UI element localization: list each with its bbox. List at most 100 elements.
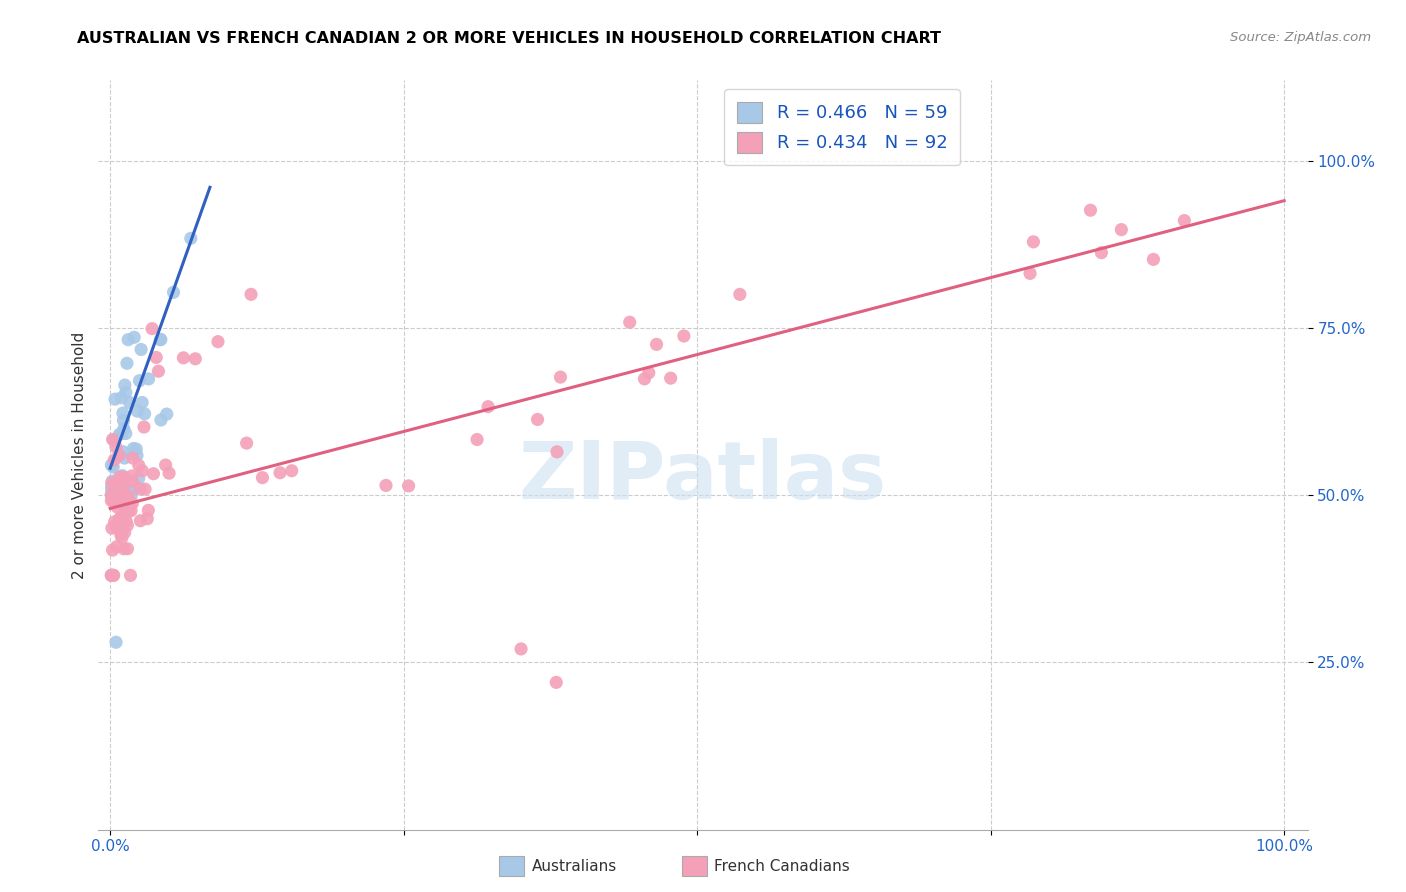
Point: [637, 366, 659, 380]
Point: [111, 531, 134, 545]
Point: [101, 543, 124, 558]
Point: [145, 351, 167, 365]
Point: [155, 458, 177, 472]
Point: [672, 329, 695, 343]
Point: [117, 504, 139, 518]
Point: [546, 445, 568, 459]
Point: [118, 500, 141, 514]
Point: [101, 568, 124, 582]
Point: [1111, 222, 1133, 236]
Point: [104, 488, 127, 502]
Point: [108, 470, 131, 484]
Point: [104, 476, 127, 491]
Point: [1142, 252, 1164, 267]
Point: [107, 490, 129, 504]
Point: [136, 503, 159, 517]
Point: [129, 482, 152, 496]
Point: [100, 568, 122, 582]
Point: [103, 453, 125, 467]
Point: [129, 514, 152, 528]
Point: [117, 489, 139, 503]
Point: [1080, 203, 1102, 218]
Point: [108, 448, 131, 462]
Point: [112, 470, 135, 484]
Point: [105, 485, 128, 500]
Point: [121, 483, 143, 497]
Point: [115, 514, 138, 528]
Point: [122, 330, 145, 344]
Point: [510, 642, 533, 657]
Point: [115, 483, 138, 497]
Point: [1173, 213, 1195, 227]
Point: [105, 488, 128, 502]
Point: [111, 485, 134, 500]
Point: [148, 364, 170, 378]
Point: [112, 541, 135, 556]
Point: [131, 464, 153, 478]
Point: [105, 500, 128, 514]
Point: [128, 458, 150, 473]
Point: [645, 337, 668, 351]
Point: [120, 568, 142, 582]
Point: [105, 540, 128, 554]
Text: Australians: Australians: [531, 859, 617, 873]
Point: [149, 333, 172, 347]
Point: [114, 484, 136, 499]
Point: [112, 422, 135, 436]
Point: [125, 442, 148, 456]
Point: [114, 503, 136, 517]
Point: [110, 391, 132, 405]
Point: [128, 374, 150, 388]
Point: [101, 521, 124, 535]
Point: [121, 496, 143, 510]
Point: [110, 524, 132, 538]
Point: [105, 635, 128, 649]
Point: [111, 468, 134, 483]
Point: [107, 488, 129, 502]
Point: [149, 333, 172, 347]
Point: [103, 495, 125, 509]
Text: French Canadians: French Canadians: [714, 859, 851, 873]
Point: [115, 488, 138, 502]
Point: [526, 412, 548, 426]
Point: [114, 490, 136, 504]
Point: [550, 370, 572, 384]
Point: [125, 449, 148, 463]
Point: [104, 440, 127, 454]
Point: [117, 541, 139, 556]
Point: [108, 488, 131, 502]
Point: [103, 434, 125, 448]
Point: [141, 321, 163, 335]
Point: [101, 460, 124, 475]
Point: [120, 488, 142, 502]
Point: [1022, 235, 1045, 249]
Text: ZIPatlas: ZIPatlas: [519, 438, 887, 516]
Point: [110, 528, 132, 542]
Point: [111, 476, 134, 491]
Point: [398, 479, 420, 493]
Point: [100, 483, 122, 497]
Point: [619, 315, 641, 329]
Point: [110, 510, 132, 524]
Point: [117, 518, 139, 533]
Point: [117, 333, 139, 347]
Point: [157, 466, 180, 480]
Point: [235, 436, 257, 450]
Point: [172, 351, 194, 365]
Point: [121, 451, 143, 466]
Point: [252, 470, 274, 484]
Point: [269, 466, 291, 480]
Point: [477, 400, 499, 414]
Point: [1090, 245, 1112, 260]
Point: [100, 458, 122, 472]
Point: [108, 486, 131, 500]
Point: [122, 442, 145, 456]
Point: [104, 488, 127, 502]
Point: [127, 404, 149, 418]
Point: [162, 285, 184, 300]
Point: [104, 515, 127, 529]
Point: [121, 469, 143, 483]
Point: [465, 433, 488, 447]
Point: [100, 493, 122, 508]
Point: [101, 474, 124, 488]
